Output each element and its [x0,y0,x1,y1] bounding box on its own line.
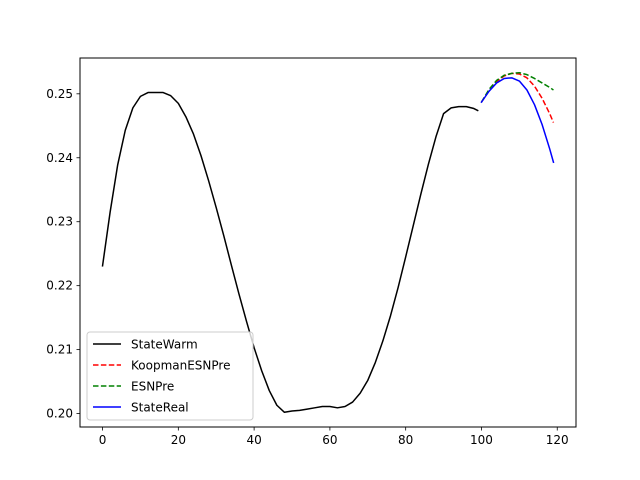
x-tick-label: 40 [246,433,261,447]
x-tick-label: 0 [99,433,107,447]
legend-box [86,331,254,421]
legend-label-statewarm: StateWarm [131,338,198,352]
y-tick-label: 0.20 [46,407,73,421]
series-line-koopmanesnpre [480,72,555,123]
x-axis: 0 20 40 60 80 100 120 [99,427,569,447]
plot-area-frame [79,57,577,428]
y-tick-label: 0.23 [46,215,73,229]
series-line-statewarm [101,91,479,414]
series-line-esnpre [480,71,554,103]
x-tick-label: 120 [546,433,569,447]
y-axis: 0.20 0.21 0.22 0.23 0.24 0.25 [46,87,80,421]
y-tick-label: 0.25 [46,87,73,101]
x-tick-label: 80 [398,433,413,447]
y-tick-label: 0.22 [46,279,73,293]
x-tick-label: 60 [322,433,337,447]
x-tick-label: 20 [171,433,186,447]
legend-label-statereal: StateReal [131,401,189,415]
y-tick-label: 0.24 [46,151,73,165]
legend: StateWarm KoopmanESNPre ESNPre StateReal [86,331,254,421]
series-layer [101,71,555,414]
y-tick-label: 0.21 [46,343,73,357]
x-tick-label: 100 [470,433,493,447]
legend-label-koopmanesnpre: KoopmanESNPre [131,359,230,373]
series-line-statereal [480,77,555,164]
legend-label-esnpre: ESNPre [131,380,174,394]
